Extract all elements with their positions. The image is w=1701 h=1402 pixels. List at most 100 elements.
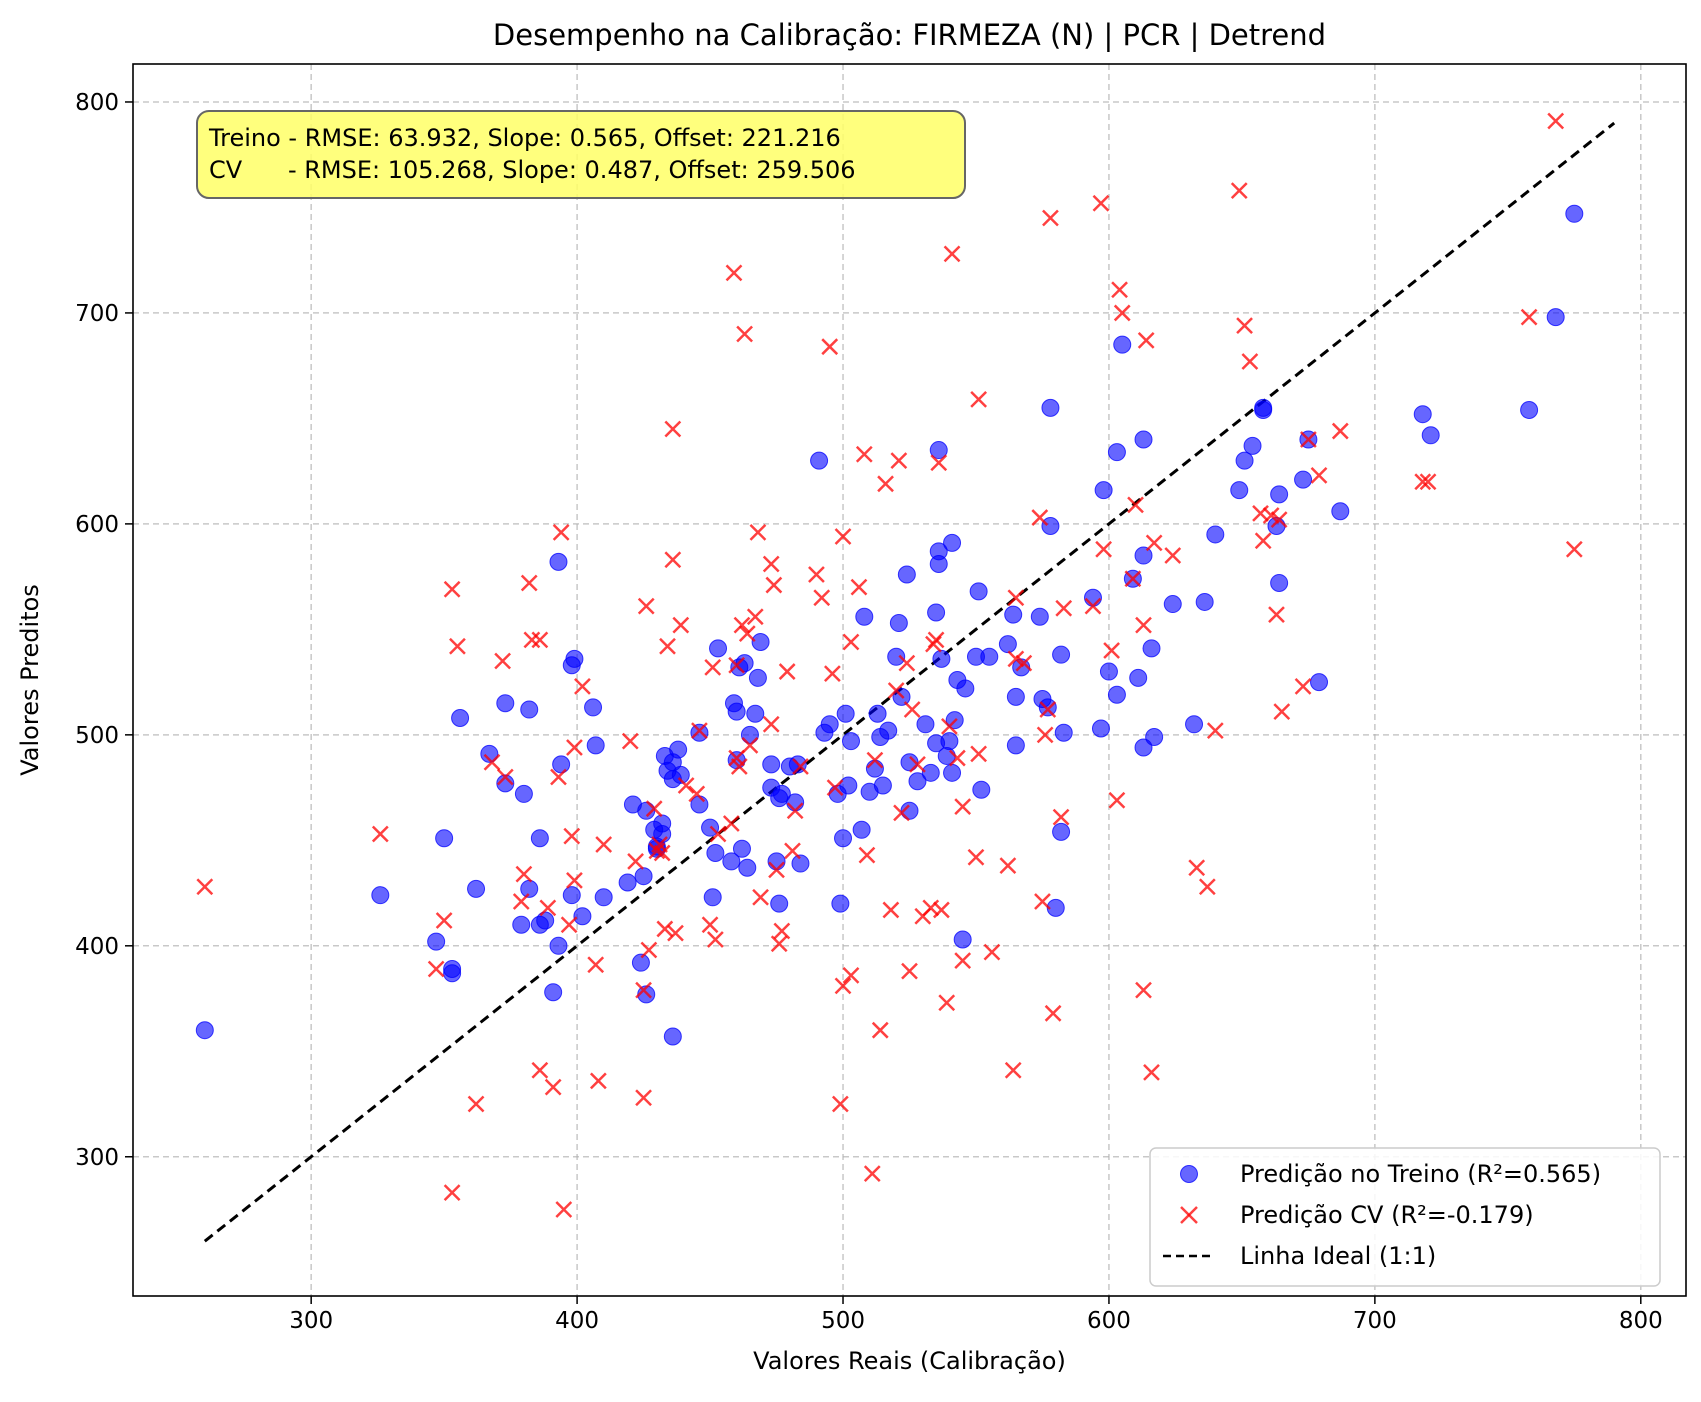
cv-point — [752, 888, 769, 906]
cv-point — [738, 625, 756, 642]
train-point — [767, 852, 786, 871]
train-point — [1052, 645, 1071, 664]
train-point — [831, 894, 850, 913]
train-point — [772, 784, 791, 803]
cv-point — [909, 756, 926, 773]
y-tick-label: 400 — [75, 934, 119, 960]
train-point — [1113, 335, 1132, 354]
cv-point — [1164, 547, 1182, 564]
train-point — [467, 879, 486, 898]
train-point — [618, 873, 637, 892]
cv-point — [563, 827, 581, 845]
cv-point — [983, 943, 1001, 961]
cv-point — [762, 555, 780, 573]
train-point — [1254, 400, 1273, 419]
cv-point — [443, 580, 461, 598]
cv-point — [653, 844, 671, 862]
cv-point — [1198, 878, 1216, 896]
train-point — [1107, 685, 1126, 704]
train-point — [751, 633, 770, 652]
train-point — [889, 614, 908, 633]
cv-point — [866, 751, 884, 769]
cv-point — [882, 901, 900, 919]
train-point — [1129, 668, 1148, 687]
train-point — [195, 1021, 214, 1040]
cv-point — [512, 893, 530, 910]
train-point — [727, 751, 746, 770]
cv-point — [1036, 726, 1054, 744]
train-point — [839, 776, 858, 795]
train-points — [195, 204, 1584, 1046]
cv-point — [701, 916, 719, 934]
cv-point — [1206, 722, 1224, 740]
cv-point — [954, 952, 972, 969]
cv-point — [552, 523, 570, 541]
x-tick-label: 300 — [289, 1308, 333, 1334]
train-point — [865, 759, 884, 778]
cv-point — [1004, 1061, 1022, 1079]
cv-point — [566, 739, 583, 756]
cv-point — [728, 656, 746, 674]
cv-points — [196, 112, 1583, 1218]
cv-point — [523, 631, 541, 649]
cv-point — [1230, 182, 1248, 199]
train-point — [836, 704, 855, 723]
plot-frame — [132, 63, 1687, 1297]
cv-point — [903, 701, 921, 718]
cv-point — [970, 391, 988, 408]
cv-point — [1188, 859, 1206, 877]
cv-point — [520, 574, 538, 592]
cv-point — [587, 956, 605, 974]
train-point — [927, 603, 946, 622]
cv-point — [792, 758, 809, 775]
cv-point — [930, 454, 948, 472]
cv-point — [826, 779, 844, 796]
legend-cv-label: Predição CV (R²=-0.179) — [1240, 1201, 1534, 1229]
cv-point — [515, 865, 533, 883]
train-point — [1243, 436, 1262, 455]
cv-point — [770, 935, 788, 953]
cv-point — [371, 825, 389, 843]
train-point — [536, 911, 555, 930]
train-point — [1520, 400, 1539, 419]
cv-point — [550, 768, 567, 786]
cv-point — [725, 264, 743, 282]
legend-ideal-label: Linha Ideal (1:1) — [1240, 1242, 1436, 1270]
train-point — [443, 964, 462, 983]
train-point — [953, 930, 972, 949]
train-point — [1331, 502, 1350, 521]
train-point — [562, 886, 581, 905]
train-point — [1041, 398, 1060, 417]
cv-point — [887, 682, 905, 699]
train-point — [1083, 588, 1102, 607]
cv-point — [898, 654, 916, 672]
cv-point — [1145, 534, 1163, 552]
cv-point — [1092, 194, 1110, 212]
legend-box — [1149, 1147, 1661, 1287]
cv-point — [927, 631, 945, 649]
cv-point — [635, 1089, 652, 1107]
train-point — [770, 894, 789, 913]
cv-point — [637, 597, 655, 615]
train-point — [929, 441, 948, 460]
cv-point — [595, 836, 613, 853]
train-point — [530, 829, 549, 848]
cv-point — [667, 924, 684, 942]
cv-point — [749, 523, 767, 541]
cv-point — [746, 608, 764, 626]
cv-point — [901, 962, 918, 980]
cv-point — [656, 920, 674, 938]
cv-point — [1135, 616, 1152, 634]
train-point — [520, 700, 539, 719]
train-point — [435, 829, 454, 848]
train-point — [1052, 822, 1071, 841]
cv-point — [621, 732, 639, 750]
legend: Predição no Treino (R²=0.565) Predição C… — [1149, 1147, 1661, 1287]
cv-point — [645, 800, 663, 818]
cv-point — [483, 753, 501, 771]
chart-title: Desempenho na Calibração: FIRMEZA (N) | … — [493, 18, 1326, 52]
train-point — [1030, 607, 1049, 626]
cv-point — [871, 1021, 889, 1039]
cv-point — [933, 901, 950, 919]
train-point — [940, 732, 959, 751]
